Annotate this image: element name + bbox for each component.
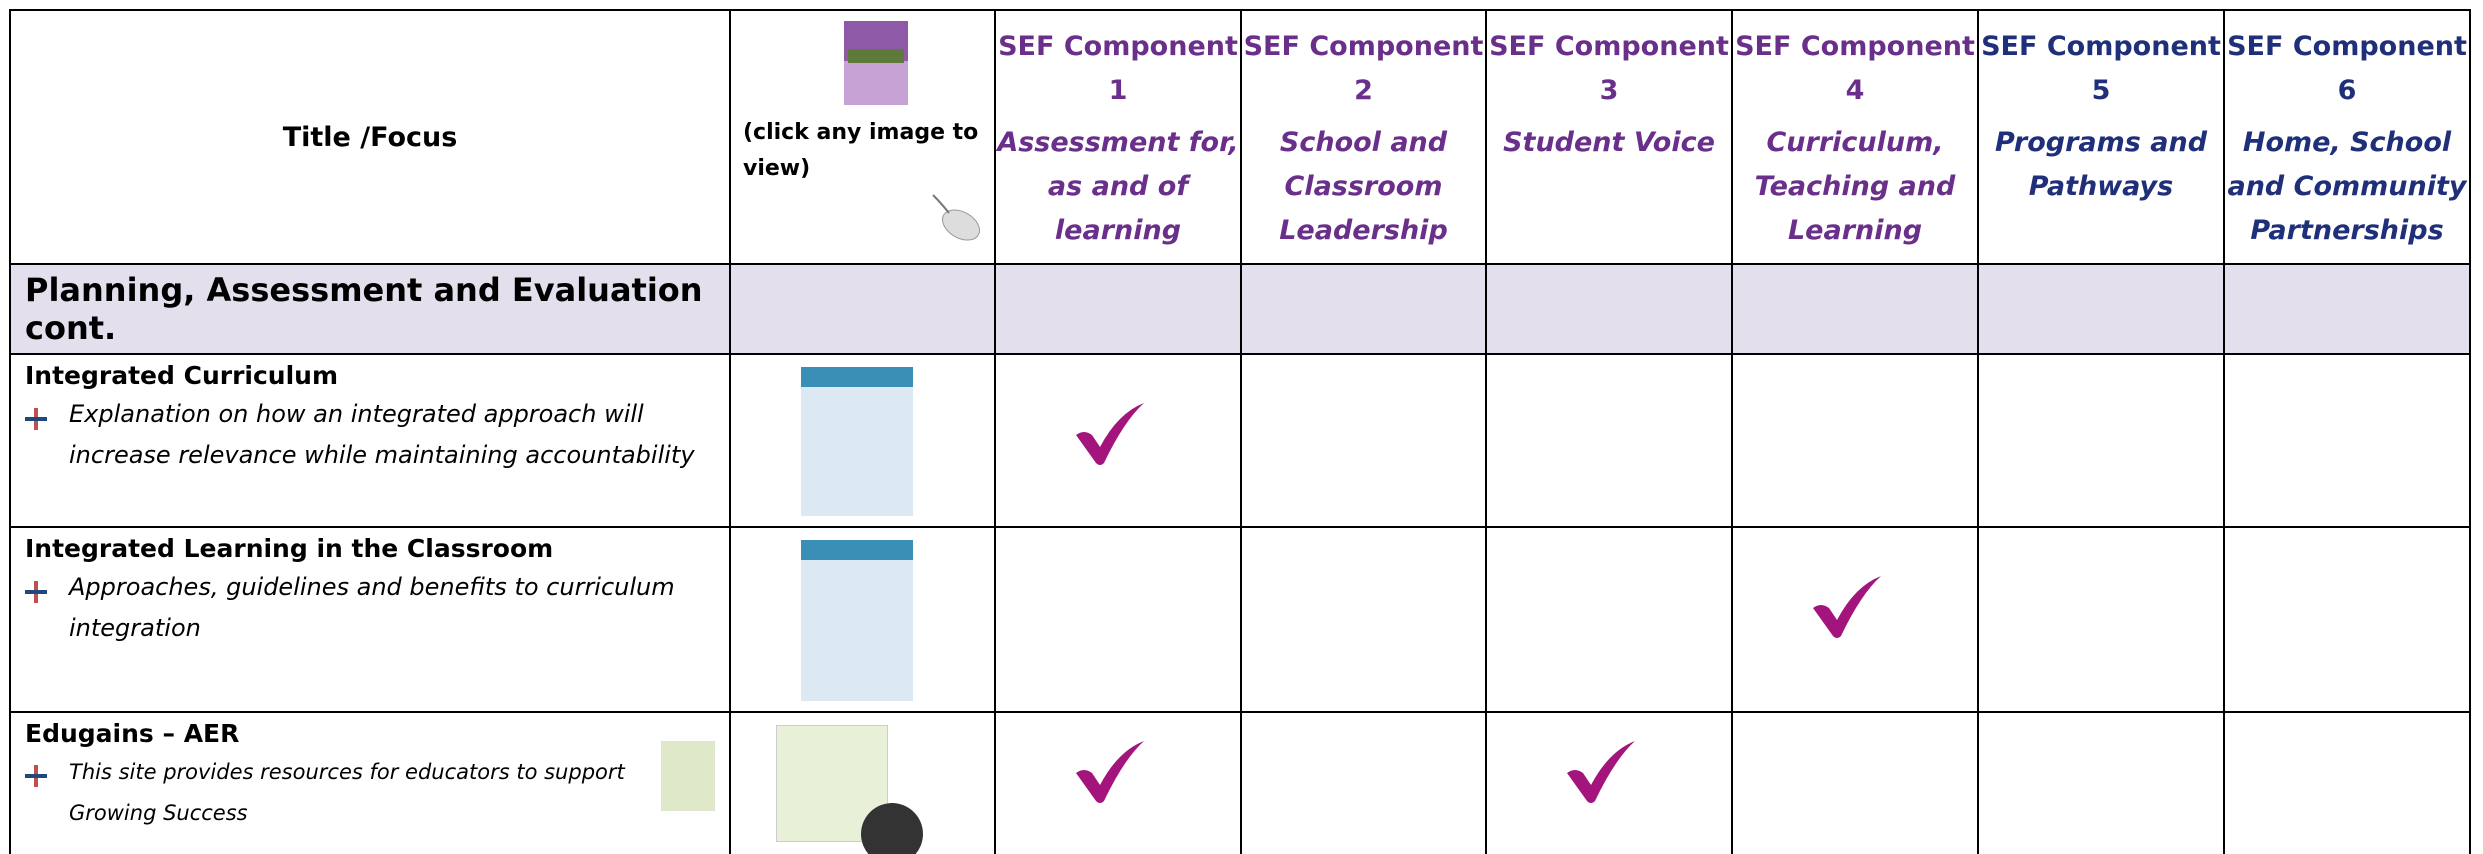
resource-row: Edugains – AER This site provides resourc… bbox=[9, 711, 2471, 854]
section-cell bbox=[729, 263, 996, 355]
component-heading: SEF Component bbox=[1735, 31, 1975, 62]
header-row: Title /Focus (click any image to view) S… bbox=[9, 9, 2471, 265]
resource-row: Integrated Curriculum Explanation on how … bbox=[9, 353, 2471, 528]
check-cell bbox=[1977, 353, 2225, 528]
section-cell bbox=[1240, 263, 1487, 355]
section-cell bbox=[2223, 263, 2471, 355]
check-cell bbox=[2223, 711, 2471, 854]
component-name: Curriculum, Teaching and Learning bbox=[1754, 127, 1956, 246]
check-cell bbox=[1731, 526, 1979, 713]
title-cell: Integrated Learning in the Classroom Appr… bbox=[9, 526, 731, 713]
film-icon bbox=[861, 803, 923, 854]
checkmark bbox=[1811, 574, 1883, 644]
component-header: SEF Component 6 Home, School and Community… bbox=[2223, 9, 2471, 265]
section-cell bbox=[1485, 263, 1733, 355]
check-cell bbox=[2223, 353, 2471, 528]
component-header: SEF Component 2 School and Classroom Leade… bbox=[1240, 9, 1487, 265]
checkmark bbox=[1565, 739, 1637, 809]
checkmark bbox=[1074, 401, 1146, 471]
resource-title: Integrated Learning in the Classroom bbox=[25, 534, 554, 563]
resource-description: This site provides resources for educato… bbox=[11, 752, 729, 834]
check-cell bbox=[1485, 353, 1733, 528]
section-title: Planning, Assessment and Evaluation cont… bbox=[9, 263, 731, 355]
bullet bbox=[25, 402, 47, 443]
title-cell: Edugains – AER This site provides resourc… bbox=[9, 711, 731, 854]
component-heading: SEF Component bbox=[2227, 31, 2467, 62]
section-cell bbox=[1731, 263, 1979, 355]
image-note: (click any image to view) bbox=[743, 120, 979, 181]
component-name: Assessment for, as and of learning bbox=[997, 127, 1239, 246]
component-name: Student Voice bbox=[1503, 127, 1715, 158]
component-header: SEF Component 3 Student Voice bbox=[1485, 9, 1733, 265]
resource-title: Edugains – AER bbox=[25, 719, 240, 748]
check-cell bbox=[994, 526, 1242, 713]
component-number: 4 bbox=[1845, 75, 1865, 106]
check-cell bbox=[1731, 711, 1979, 854]
component-name: School and Classroom Leadership bbox=[1279, 127, 1448, 246]
component-number: 2 bbox=[1354, 75, 1373, 106]
resource-row: Integrated Learning in the Classroom Appr… bbox=[9, 526, 2471, 713]
sef-table: Title /Focus (click any image to view) S… bbox=[9, 9, 2471, 854]
check-cell bbox=[1731, 353, 1979, 528]
bullet bbox=[25, 760, 47, 801]
mouse-icon bbox=[932, 194, 980, 241]
image-cell bbox=[729, 711, 996, 854]
component-number: 3 bbox=[1599, 75, 1619, 106]
check-cell bbox=[1977, 526, 2225, 713]
component-heading: SEF Component bbox=[1981, 31, 2221, 62]
check-cell bbox=[1240, 711, 1487, 854]
resource-description: Approaches, guidelines and benefits to c… bbox=[11, 567, 729, 649]
component-name: Home, School and Community Partnerships bbox=[2227, 127, 2467, 246]
check-cell bbox=[1485, 711, 1733, 854]
cover-image[interactable] bbox=[844, 21, 908, 105]
site-thumbnail[interactable] bbox=[661, 741, 715, 811]
resource-title: Integrated Curriculum bbox=[25, 361, 339, 390]
component-number: 6 bbox=[2337, 75, 2357, 106]
check-cell bbox=[994, 353, 1242, 528]
component-heading: SEF Component bbox=[998, 31, 1238, 62]
section-cell bbox=[1977, 263, 2225, 355]
section-row: Planning, Assessment and Evaluation cont… bbox=[9, 263, 2471, 355]
component-heading: SEF Component bbox=[1489, 31, 1729, 62]
component-name: Programs and Pathways bbox=[1994, 127, 2208, 202]
document-thumbnail[interactable] bbox=[801, 367, 913, 516]
component-number: 1 bbox=[1108, 75, 1128, 106]
check-cell bbox=[1240, 526, 1487, 713]
title-cell: Integrated Curriculum Explanation on how … bbox=[9, 353, 731, 528]
check-cell bbox=[1240, 353, 1487, 528]
component-heading: SEF Component bbox=[1243, 31, 1484, 62]
checkmark bbox=[1074, 739, 1146, 809]
component-header: SEF Component 1 Assessment for, as and of … bbox=[994, 9, 1242, 265]
document-thumbnail[interactable] bbox=[801, 540, 913, 701]
image-cell bbox=[729, 353, 996, 528]
image-cell bbox=[729, 526, 996, 713]
check-cell bbox=[2223, 526, 2471, 713]
resource-description: Explanation on how an integrated approac… bbox=[11, 394, 729, 476]
section-cell bbox=[994, 263, 1242, 355]
component-header: SEF Component 4 Curriculum, Teaching and L… bbox=[1731, 9, 1979, 265]
image-header: (click any image to view) bbox=[729, 9, 996, 265]
check-cell bbox=[1977, 711, 2225, 854]
check-cell bbox=[1485, 526, 1733, 713]
bullet bbox=[25, 575, 47, 616]
component-header: SEF Component 5 Programs and Pathways bbox=[1977, 9, 2225, 265]
component-number: 5 bbox=[2091, 75, 2111, 106]
title-header: Title /Focus bbox=[9, 9, 731, 265]
check-cell bbox=[994, 711, 1242, 854]
